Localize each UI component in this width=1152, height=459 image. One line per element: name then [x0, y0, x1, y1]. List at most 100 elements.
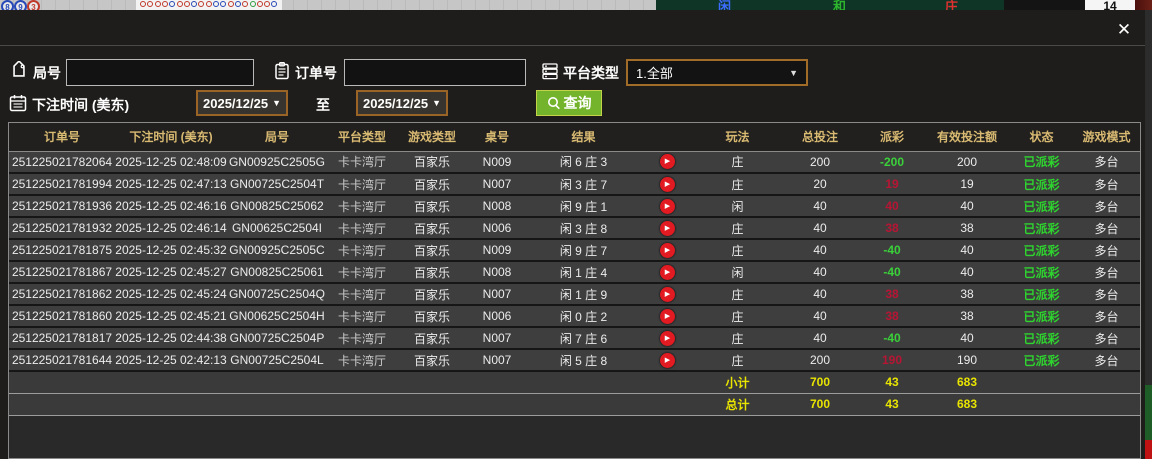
chevron-down-icon: ▼	[789, 67, 798, 78]
roadmap-grid	[0, 0, 656, 10]
cell-order: 251225021781994	[9, 173, 115, 196]
bet-records-dialog: ✕ 局号 订单号 平台类型 1.全部 ▼	[0, 10, 1145, 459]
total-valid-bet: 683	[924, 392, 1010, 416]
col-header-valid_bet: 有效投注额	[924, 123, 1010, 152]
calendar-icon	[9, 95, 27, 112]
replay-button[interactable]: ▶	[660, 220, 675, 236]
cell-time: 2025-12-25 02:42:13	[115, 349, 227, 372]
cell-result: 闲 9 庄 7	[527, 239, 640, 262]
cell-round: GN00625C2504H	[227, 305, 327, 328]
records-table: 订单号 下注时间 (美东) 局号 平台类型 游戏类型 桌号 结果 玩法 总投注 派彩 有效投注额 状态…	[8, 122, 1141, 459]
cell-result: 闲 1 庄 9	[527, 283, 640, 306]
countdown-number: 14	[1085, 0, 1135, 10]
cell-result: 闲 5 庄 8	[527, 349, 640, 372]
total-total-bet: 700	[780, 392, 860, 416]
replay-button[interactable]: ▶	[660, 352, 675, 368]
col-header-total_bet: 总投注	[780, 123, 860, 152]
cell-mode: 多台	[1073, 217, 1140, 240]
cell-round: GN00725C2504L	[227, 349, 327, 372]
titlebar-divider	[0, 45, 1145, 46]
replay-button[interactable]: ▶	[660, 198, 675, 214]
cell-table_no: N006	[467, 217, 527, 240]
cell-payout: 40	[860, 195, 924, 218]
date-from-picker[interactable]: 2025/12/25 ▼	[196, 90, 288, 116]
cell-mode: 多台	[1073, 261, 1140, 284]
cell-status: 已派彩	[1010, 305, 1073, 328]
cell-payout: 38	[860, 305, 924, 328]
cell-time: 2025-12-25 02:45:24	[115, 283, 227, 306]
cell-result: 闲 0 庄 2	[527, 305, 640, 328]
table-row: 251225021782064 2025-12-25 02:48:09 GN0092…	[9, 151, 1140, 174]
cell-result: 闲 3 庄 7	[527, 173, 640, 196]
cell-payout: -40	[860, 327, 924, 350]
cell-total_bet: 200	[780, 349, 860, 372]
cell-table_no: N007	[467, 283, 527, 306]
server-stack-icon	[542, 63, 558, 80]
col-header-table_no: 桌号	[467, 123, 527, 152]
cell-valid_bet: 190	[924, 349, 1010, 372]
cell-valid_bet: 200	[924, 151, 1010, 174]
cell-payout: -40	[860, 261, 924, 284]
cell-total_bet: 40	[780, 239, 860, 262]
subtotal-row: 小计 700 43 683	[9, 370, 1140, 394]
replay-button[interactable]: ▶	[660, 264, 675, 280]
replay-button[interactable]: ▶	[660, 242, 675, 258]
cell-platform: 卡卡湾厅	[327, 327, 397, 350]
cell-total_bet: 40	[780, 327, 860, 350]
bead-b	[220, 1, 227, 7]
red-edge	[1145, 440, 1152, 459]
table-row: 251225021781932 2025-12-25 02:46:14 GN0062…	[9, 217, 1140, 240]
cell-time: 2025-12-25 02:44:38	[115, 327, 227, 350]
cell-mode: 多台	[1073, 327, 1140, 350]
cell-video: ▶	[640, 239, 695, 262]
cell-video: ▶	[640, 305, 695, 328]
platform-type-label: 平台类型	[563, 65, 619, 81]
cell-round: GN00725C2504Q	[227, 283, 327, 306]
cell-video: ▶	[640, 327, 695, 350]
bead-r	[227, 1, 234, 7]
col-header-payout: 派彩	[860, 123, 924, 152]
search-button[interactable]: 查询	[536, 90, 602, 116]
cell-table_no: N007	[467, 349, 527, 372]
cell-valid_bet: 38	[924, 305, 1010, 328]
cell-video: ▶	[640, 173, 695, 196]
cell-order: 251225021781936	[9, 195, 115, 218]
round-number-input[interactable]	[66, 59, 254, 86]
bead-b	[191, 1, 198, 7]
cell-video: ▶	[640, 151, 695, 174]
cell-time: 2025-12-25 02:48:09	[115, 151, 227, 174]
replay-button[interactable]: ▶	[660, 308, 675, 324]
cell-status: 已派彩	[1010, 283, 1073, 306]
cell-time: 2025-12-25 02:45:21	[115, 305, 227, 328]
order-number-input[interactable]	[344, 59, 526, 86]
col-header-time: 下注时间 (美东)	[115, 123, 227, 152]
date-to-picker[interactable]: 2025/12/25 ▼	[356, 90, 448, 116]
chevron-down-icon: ▼	[272, 98, 281, 108]
replay-button[interactable]: ▶	[660, 176, 675, 192]
cell-mode: 多台	[1073, 349, 1140, 372]
cell-play: 庄	[695, 305, 780, 328]
replay-button[interactable]: ▶	[660, 154, 675, 170]
table-header-row: 订单号 下注时间 (美东) 局号 平台类型 游戏类型 桌号 结果 玩法 总投注 派彩 有效投注额 状态…	[9, 123, 1140, 152]
table-row: 251225021781994 2025-12-25 02:47:13 GN0072…	[9, 173, 1140, 196]
cell-mode: 多台	[1073, 173, 1140, 196]
cell-status: 已派彩	[1010, 217, 1073, 240]
chevron-down-icon: ▼	[432, 98, 441, 108]
col-header-order: 订单号	[9, 123, 115, 152]
cell-valid_bet: 38	[924, 283, 1010, 306]
cell-table_no: N008	[467, 261, 527, 284]
cell-play: 庄	[695, 173, 780, 196]
replay-button[interactable]: ▶	[660, 286, 675, 302]
platform-type-select[interactable]: 1.全部 ▼	[626, 59, 808, 86]
cell-game: 百家乐	[397, 151, 467, 174]
replay-button[interactable]: ▶	[660, 330, 675, 346]
cell-time: 2025-12-25 02:45:32	[115, 239, 227, 262]
cell-valid_bet: 40	[924, 327, 1010, 350]
cell-platform: 卡卡湾厅	[327, 151, 397, 174]
close-icon[interactable]: ✕	[1116, 20, 1132, 39]
table-row: 251225021781860 2025-12-25 02:45:21 GN0062…	[9, 305, 1140, 328]
col-header-status: 状态	[1010, 123, 1073, 152]
cell-order: 251225021781867	[9, 261, 115, 284]
